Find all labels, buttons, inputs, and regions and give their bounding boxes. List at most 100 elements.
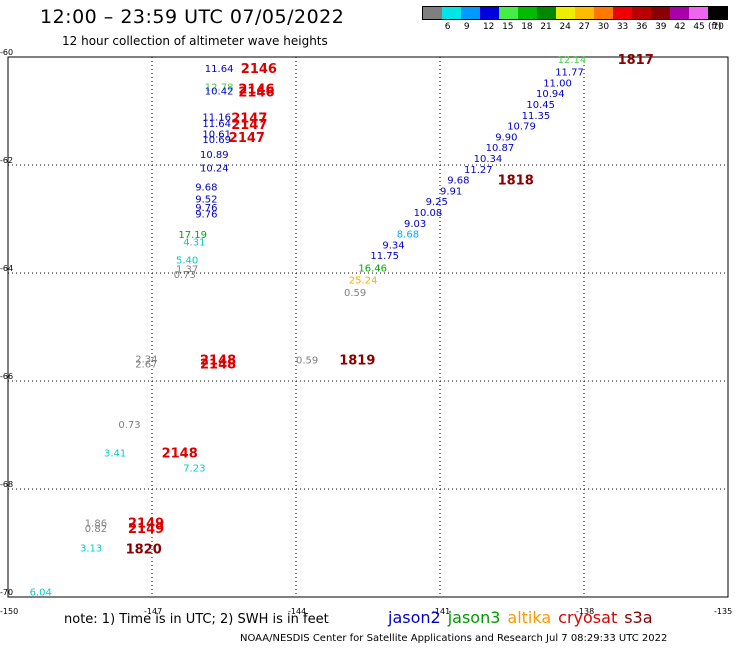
color-scale-cell [480, 7, 499, 19]
color-scale-label: 12 [482, 22, 495, 32]
wave-height-label: 9.68 [195, 183, 217, 194]
pass-time-label: 2148 [200, 353, 236, 368]
x-tick-label: -135 [714, 607, 732, 616]
wave-height-label: 9.03 [404, 219, 426, 230]
pass-time-label: 2147 [229, 131, 265, 146]
wave-height-label: 16.46 [358, 264, 387, 275]
wave-height-label: 10.61 [202, 130, 231, 141]
pass-time-label: 2148 [200, 358, 236, 373]
wave-height-label: 11.16 [202, 112, 231, 123]
wave-height-label: 10.34 [474, 154, 503, 165]
y-tick-label: -70 [0, 588, 13, 597]
legend-item-altika: altika [507, 608, 552, 627]
wave-height-label: 1.37 [176, 265, 198, 276]
color-scale-cell [499, 7, 518, 19]
x-tick-label: -138 [576, 607, 594, 616]
wave-height-label: 10.69 [202, 135, 231, 146]
pass-time-label: 2146 [241, 62, 277, 77]
wave-height-label: 10.42 [205, 86, 234, 97]
color-scale-label: 6 [444, 22, 451, 32]
wave-height-label: 11.64 [202, 119, 231, 130]
wave-height-label: 10.89 [200, 150, 229, 161]
color-scale-cell [632, 7, 651, 19]
color-scale-label: 33 [616, 22, 629, 32]
x-tick-label: -144 [288, 607, 306, 616]
legend-item-cryosat: cryosat [558, 608, 618, 627]
wave-height-label: 9.76 [195, 203, 217, 214]
wave-height-label: 5.40 [176, 256, 198, 267]
wave-height-label: 11.77 [555, 68, 584, 79]
color-scale-label: 9 [463, 22, 470, 32]
wave-height-label: 17.19 [178, 230, 207, 241]
wave-height-label: 11.27 [464, 165, 493, 176]
color-scale-cell [613, 7, 632, 19]
chart-subtitle: 12 hour collection of altimeter wave hei… [62, 34, 328, 48]
wave-height-label: 0.82 [85, 524, 107, 535]
wave-height-label: 4.31 [183, 238, 205, 249]
color-scale-label: 42 [674, 22, 686, 32]
wave-height-label: 11.75 [370, 251, 399, 262]
y-tick-label: -66 [0, 372, 13, 381]
color-scale-bar [422, 6, 728, 20]
plot-border [7, 56, 729, 598]
color-scale-cell [537, 7, 556, 19]
wave-height-label: 0.59 [296, 355, 318, 366]
color-scale-unit: (ft) [708, 22, 722, 32]
wave-height-label: 2.34 [135, 354, 157, 365]
pass-time-label: 2147 [231, 111, 267, 126]
color-scale-cell [442, 7, 461, 19]
wave-height-label: 10.94 [536, 89, 565, 100]
wave-height-label: 25.24 [349, 275, 378, 286]
color-scale-label: 30 [597, 22, 610, 32]
wave-height-label: 6.04 [30, 588, 52, 599]
y-tick-label: -62 [0, 156, 13, 165]
color-scale-label: 24 [559, 22, 571, 32]
pass-time-label: 2149 [128, 516, 164, 531]
wave-height-label: 9.90 [495, 132, 517, 143]
footer-note: note: 1) Time is in UTC; 2) SWH is in fe… [64, 612, 329, 627]
wave-height-label: 10.24 [200, 164, 229, 175]
pass-time-label: 1818 [498, 174, 534, 189]
color-scale-cell [423, 7, 442, 19]
wave-height-label: 2.67 [135, 360, 157, 371]
color-scale-label: 36 [635, 22, 648, 32]
color-scale-cell [708, 7, 727, 19]
wave-height-label: 3.13 [80, 543, 102, 554]
pass-time-label: 2146 [238, 86, 274, 101]
wave-height-label: 1.86 [85, 518, 107, 529]
wave-height-label: 0.73 [174, 270, 196, 281]
color-scale-cell [651, 7, 670, 19]
pass-time-label: 2149 [128, 522, 164, 537]
wave-height-label: 9.34 [382, 240, 404, 251]
wave-height-label: 0.59 [344, 288, 366, 299]
color-scale-cell [518, 7, 537, 19]
x-tick-label: -141 [432, 607, 450, 616]
x-tick-label: -150 [0, 607, 18, 616]
x-tick-label: -147 [144, 607, 162, 616]
wave-height-label: 10.45 [526, 100, 555, 111]
color-scale-cell [689, 7, 708, 19]
color-scale-label: 21 [540, 22, 552, 32]
pass-time-label: 2148 [162, 446, 198, 461]
color-scale-label: 15 [502, 22, 514, 32]
wave-height-label: 11.64 [205, 64, 234, 75]
color-scale-label: 27 [578, 22, 591, 32]
chart-title: 12:00 – 23:59 UTC 07/05/2022 [40, 6, 345, 28]
wave-height-label: 7.23 [183, 463, 205, 474]
color-scale-label: 70 [712, 22, 724, 32]
wave-height-label: 11.00 [543, 78, 572, 89]
wave-height-label: 10.08 [414, 208, 443, 219]
wave-height-label: 9.52 [195, 194, 217, 205]
wave-height-label: 12.78 [205, 83, 234, 94]
color-scale-label: 39 [655, 22, 667, 32]
y-tick-label: -60 [0, 48, 13, 57]
wave-height-label: 9.25 [426, 197, 448, 208]
color-scale-label: 18 [521, 22, 533, 32]
wave-height-label: 10.87 [486, 143, 515, 154]
pass-time-label: 1820 [126, 542, 162, 557]
y-tick-label: -64 [0, 264, 13, 273]
footer-credit: NOAA/NESDIS Center for Satellite Applica… [240, 633, 668, 644]
wave-height-label: 3.41 [104, 448, 126, 459]
